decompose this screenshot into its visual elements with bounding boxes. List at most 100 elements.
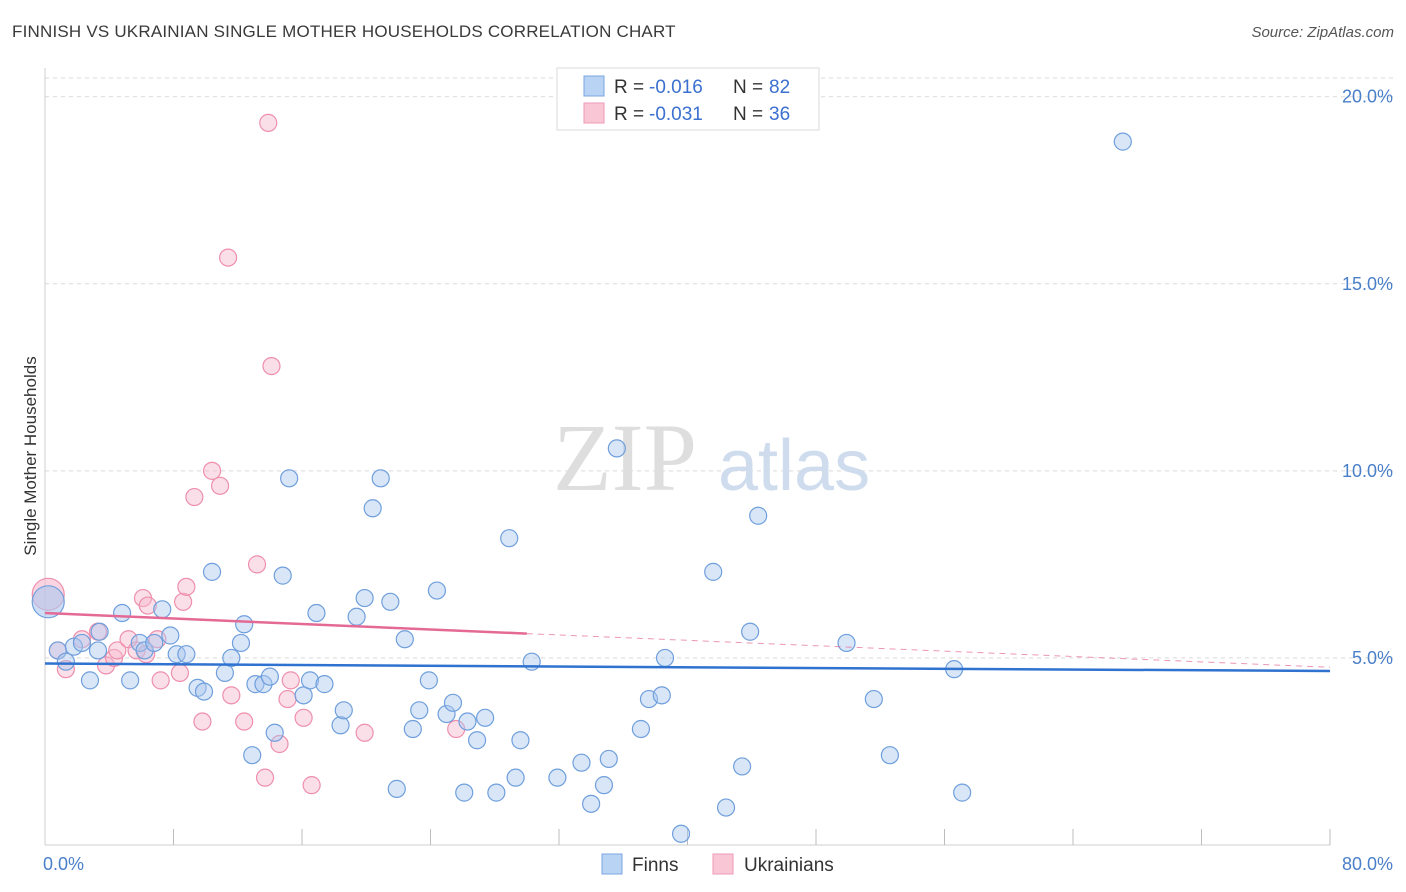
finns-point-30: [280, 469, 299, 488]
finns-point-5: [80, 671, 100, 690]
finns-point-38: [355, 588, 374, 608]
chart-title: FINNISH VS UKRAINIAN SINGLE MOTHER HOUSE…: [12, 22, 676, 41]
ukrainians-point-21: [210, 476, 230, 495]
finns-point-47: [427, 581, 447, 600]
ukrainians-point-30: [278, 689, 297, 709]
axes: [44, 68, 1331, 846]
finns-point-62: [594, 776, 614, 795]
finns-point-46: [419, 671, 438, 690]
finns-point-40: [371, 469, 390, 488]
ukrainians-points: [31, 113, 466, 795]
finns-point-24: [243, 746, 262, 765]
finns-point-32: [300, 671, 320, 690]
x-tick-label-1: 80.0%: [1342, 854, 1393, 874]
finns-point-52: [467, 731, 487, 750]
finns-point-60: [572, 753, 591, 772]
finns-n-label: N =: [733, 77, 763, 98]
finns-points: [31, 132, 1132, 843]
finns-point-6: [88, 641, 108, 660]
ukrainians-point-28: [262, 356, 281, 376]
ukrainians-point-34: [355, 723, 374, 742]
y-tick-label-2: 15.0%: [1342, 274, 1393, 294]
finns-point-34: [315, 675, 334, 694]
finns-point-22: [231, 633, 251, 653]
ukrainians-point-20: [202, 461, 222, 480]
ukrainians-swatch: [583, 102, 605, 124]
ukrainians-legend-swatch: [712, 853, 734, 875]
x-tick-labels: 0.0% 80.0%: [43, 854, 1393, 874]
ukrainians-point-19: [193, 712, 212, 731]
finns-point-59: [548, 768, 567, 787]
finns-point-4: [72, 633, 92, 653]
finns-point-49: [443, 693, 463, 712]
trendlines: [44, 611, 1331, 673]
finns-point-54: [487, 783, 506, 802]
ukrainians-trendline-extension: [526, 633, 1331, 668]
finns-point-80: [1113, 132, 1132, 151]
finns-point-61: [582, 794, 601, 813]
finns-point-76: [864, 689, 883, 709]
finns-legend-swatch: [601, 853, 623, 875]
finns-point-69: [671, 824, 691, 843]
ukrainians-point-15: [170, 663, 190, 682]
ukrainians-trendline: [44, 611, 527, 635]
ukrainians-point-24: [235, 712, 254, 731]
finns-point-26: [254, 675, 273, 694]
ukrainians-point-17: [177, 577, 196, 596]
finns-point-11: [135, 641, 154, 660]
finns-point-56: [506, 768, 525, 787]
finns-point-73: [741, 622, 760, 641]
finns-point-63: [599, 749, 618, 769]
ukrainians-point-29: [270, 734, 289, 754]
finns-point-0: [31, 585, 65, 619]
ukrainians-point-26: [255, 768, 275, 787]
finns-point-43: [395, 630, 414, 649]
ukrainians-point-16: [174, 592, 193, 611]
finns-point-31: [294, 686, 313, 705]
finns-point-29: [273, 566, 292, 585]
finns-point-14: [161, 626, 180, 645]
finns-point-19: [202, 562, 222, 581]
finns-point-35: [331, 716, 350, 735]
x-tick-label-0: 0.0%: [43, 854, 84, 874]
finns-point-41: [381, 592, 400, 611]
y-tick-label-1: 10.0%: [1342, 461, 1393, 481]
stats-legend: R = -0.016 N = 82 R = -0.031 N = 36: [556, 67, 820, 131]
finns-point-75: [837, 633, 856, 653]
ukrainians-n-value: 36: [769, 104, 790, 125]
ukrainians-point-25: [247, 555, 267, 574]
finns-point-71: [716, 798, 736, 817]
finns-point-28: [265, 723, 284, 742]
y-tick-label-3: 20.0%: [1342, 87, 1393, 107]
ukrainians-legend-label: Ukrainians: [744, 855, 834, 876]
ukrainians-n-label: N =: [733, 104, 763, 125]
finns-point-55: [500, 529, 519, 548]
finns-point-74: [749, 506, 768, 525]
ukrainians-point-12: [138, 596, 157, 615]
ukrainians-point-14: [151, 671, 170, 690]
y-axis-title: Single Mother Households: [21, 356, 40, 555]
finns-point-45: [410, 701, 429, 720]
finns-r-label: R =: [614, 77, 644, 98]
finns-point-44: [403, 719, 422, 739]
finns-point-67: [652, 686, 671, 705]
y-tick-labels: 5.0% 10.0% 15.0% 20.0%: [1342, 87, 1393, 668]
ukrainians-r-value: -0.031: [649, 104, 703, 125]
finns-point-33: [307, 603, 326, 623]
finns-point-57: [511, 731, 530, 750]
finns-point-21: [222, 648, 241, 668]
finns-point-51: [458, 712, 477, 731]
finns-point-48: [437, 704, 456, 724]
ukrainians-point-27: [259, 113, 278, 132]
finns-point-8: [112, 603, 132, 623]
finns-point-7: [90, 622, 109, 641]
watermark-atlas: atlas: [718, 426, 870, 506]
ukrainians-point-33: [302, 776, 321, 795]
finns-point-72: [733, 757, 752, 776]
finns-point-13: [153, 600, 172, 619]
finns-point-53: [476, 708, 495, 727]
finns-point-16: [177, 645, 196, 664]
ukrainians-point-23: [222, 686, 241, 705]
finns-point-37: [347, 607, 366, 626]
